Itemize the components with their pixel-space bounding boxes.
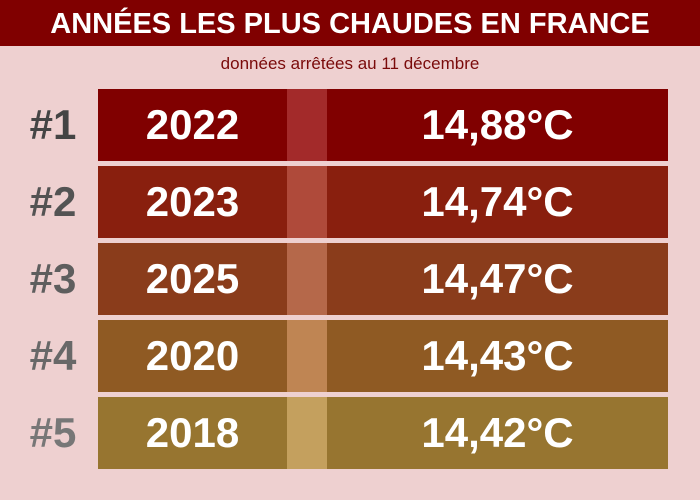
- temperature-cell: 14,74°C: [421, 178, 574, 225]
- temperature-cell: 14,43°C: [421, 332, 574, 379]
- rank-label: #1: [29, 101, 77, 148]
- year-cell: 2023: [145, 178, 240, 225]
- rank-label: #5: [29, 409, 77, 456]
- temperature-cell: 14,47°C: [421, 255, 574, 302]
- table-row: 2023 14,74°C: [98, 166, 668, 238]
- subtitle: données arrêtées au 11 décembre: [220, 54, 480, 73]
- rank-label: #3: [29, 255, 77, 302]
- table-row: 2022 14,88°C: [98, 89, 668, 161]
- row-stripe: [287, 397, 327, 469]
- table-row: 2018 14,42°C: [98, 397, 668, 469]
- rank-label: #4: [29, 332, 77, 379]
- table-row: 2025 14,47°C: [98, 243, 668, 315]
- title-banner: ANNÉES LES PLUS CHAUDES EN FRANCE: [0, 0, 700, 46]
- temperature-cell: 14,88°C: [421, 101, 574, 148]
- year-cell: 2022: [145, 101, 240, 148]
- row-stripe: [287, 166, 327, 238]
- year-cell: 2025: [145, 255, 240, 302]
- year-cell: 2018: [145, 409, 240, 456]
- row-stripe: [287, 243, 327, 315]
- row-stripe: [287, 89, 327, 161]
- rank-label: #2: [29, 178, 77, 225]
- year-cell: 2020: [145, 332, 240, 379]
- temperature-cell: 14,42°C: [421, 409, 574, 456]
- row-stripe: [287, 320, 327, 392]
- table-row: 2020 14,43°C: [98, 320, 668, 392]
